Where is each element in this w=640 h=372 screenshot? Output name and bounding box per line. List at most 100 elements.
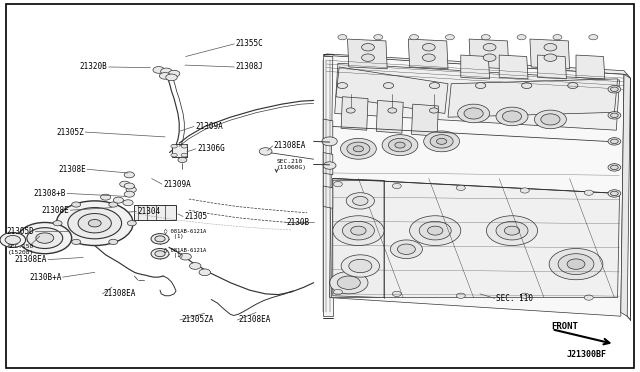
Circle shape — [338, 35, 347, 40]
Circle shape — [151, 248, 169, 259]
Circle shape — [608, 164, 621, 171]
Circle shape — [322, 137, 337, 146]
Circle shape — [608, 190, 621, 197]
Circle shape — [166, 74, 177, 81]
Circle shape — [456, 293, 465, 298]
Circle shape — [341, 255, 380, 277]
Circle shape — [422, 54, 435, 61]
Polygon shape — [134, 205, 176, 220]
Circle shape — [458, 104, 490, 123]
Circle shape — [436, 138, 447, 144]
Circle shape — [568, 83, 578, 89]
Circle shape — [0, 232, 26, 247]
Circle shape — [353, 146, 364, 152]
Polygon shape — [412, 104, 438, 136]
Circle shape — [124, 183, 134, 189]
Circle shape — [109, 202, 118, 207]
Circle shape — [337, 83, 348, 89]
Circle shape — [534, 110, 566, 129]
Polygon shape — [448, 79, 618, 117]
Circle shape — [520, 293, 529, 298]
Circle shape — [171, 153, 177, 157]
Circle shape — [549, 248, 603, 280]
Circle shape — [120, 181, 130, 187]
Text: 21355C: 21355C — [236, 39, 263, 48]
Circle shape — [608, 112, 621, 119]
Circle shape — [397, 244, 415, 254]
Circle shape — [124, 191, 134, 197]
Text: 21320B: 21320B — [80, 62, 108, 71]
Circle shape — [483, 54, 496, 61]
Circle shape — [168, 70, 180, 77]
Polygon shape — [461, 55, 490, 79]
Circle shape — [429, 83, 440, 89]
Circle shape — [496, 107, 528, 126]
Circle shape — [178, 157, 187, 163]
Circle shape — [161, 68, 172, 75]
Circle shape — [100, 194, 111, 200]
Circle shape — [349, 259, 372, 273]
Circle shape — [388, 138, 412, 152]
Circle shape — [392, 291, 401, 296]
Text: 21308EA: 21308EA — [14, 255, 47, 264]
Circle shape — [422, 44, 435, 51]
Circle shape — [347, 142, 370, 155]
Circle shape — [464, 108, 483, 119]
Circle shape — [410, 216, 461, 246]
Polygon shape — [576, 55, 605, 79]
Circle shape — [610, 192, 619, 197]
Text: 21305: 21305 — [184, 212, 207, 221]
Text: 21308EA: 21308EA — [274, 141, 307, 150]
Circle shape — [351, 226, 366, 235]
Circle shape — [333, 182, 342, 187]
Circle shape — [481, 35, 490, 40]
Circle shape — [558, 254, 594, 275]
Circle shape — [171, 144, 177, 148]
Circle shape — [199, 269, 211, 276]
Circle shape — [541, 114, 560, 125]
Circle shape — [496, 221, 528, 240]
Circle shape — [56, 201, 133, 246]
Circle shape — [27, 228, 63, 248]
Circle shape — [476, 83, 486, 89]
Text: 21308EA: 21308EA — [239, 315, 271, 324]
Circle shape — [584, 190, 593, 195]
Circle shape — [189, 263, 201, 269]
Circle shape — [504, 226, 520, 235]
Circle shape — [430, 135, 453, 148]
Circle shape — [374, 35, 383, 40]
Text: SEC. 110: SEC. 110 — [496, 294, 533, 303]
Circle shape — [109, 239, 118, 244]
Text: 21309A: 21309A — [163, 180, 191, 189]
Text: ○ 081AB-6121A
   (1): ○ 081AB-6121A (1) — [164, 247, 206, 259]
Polygon shape — [408, 39, 448, 69]
Polygon shape — [13, 236, 32, 244]
Circle shape — [126, 187, 136, 193]
Circle shape — [342, 221, 374, 240]
Circle shape — [123, 200, 133, 206]
Text: 21304: 21304 — [138, 207, 161, 216]
Circle shape — [18, 222, 72, 254]
Circle shape — [410, 35, 419, 40]
Circle shape — [429, 108, 438, 113]
Circle shape — [127, 221, 136, 226]
Circle shape — [522, 83, 532, 89]
Circle shape — [340, 138, 376, 159]
Circle shape — [155, 236, 165, 242]
Circle shape — [68, 208, 122, 239]
Circle shape — [424, 131, 460, 152]
Circle shape — [483, 44, 496, 51]
Polygon shape — [323, 119, 333, 141]
Text: ○ 081AB-6121A
   (1): ○ 081AB-6121A (1) — [164, 228, 206, 239]
Circle shape — [346, 108, 355, 113]
Circle shape — [584, 295, 593, 300]
Circle shape — [456, 185, 465, 190]
Text: 21305ZA: 21305ZA — [181, 315, 214, 324]
Polygon shape — [332, 179, 620, 298]
Text: SEC.210
(11060G): SEC.210 (11060G) — [276, 159, 307, 170]
Circle shape — [53, 221, 62, 226]
Circle shape — [333, 216, 384, 246]
Circle shape — [502, 111, 522, 122]
Circle shape — [611, 113, 618, 118]
Text: 21308+B: 21308+B — [33, 189, 66, 198]
